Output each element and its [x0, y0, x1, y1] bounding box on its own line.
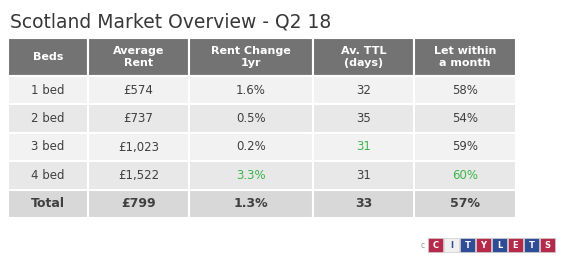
Bar [88, 104, 189, 133]
Text: Av. TTL
(days): Av. TTL (days) [341, 46, 386, 68]
Bar [460, 238, 475, 252]
Bar [414, 76, 516, 104]
Text: S: S [545, 241, 550, 250]
Text: Average
Rent: Average Rent [112, 46, 164, 68]
Text: L: L [497, 241, 502, 250]
Bar [414, 190, 516, 218]
Text: 57%: 57% [450, 197, 480, 210]
Bar [312, 38, 414, 76]
Text: I: I [450, 241, 453, 250]
Bar [8, 161, 88, 190]
Text: 0.5%: 0.5% [236, 112, 266, 125]
Text: 33: 33 [355, 197, 372, 210]
Text: 4 bed: 4 bed [31, 169, 64, 182]
Text: Beds: Beds [33, 52, 63, 62]
Bar [189, 76, 312, 104]
Text: 59%: 59% [452, 141, 478, 153]
Bar [189, 104, 312, 133]
Text: Y: Y [480, 241, 486, 250]
Bar [88, 133, 189, 161]
Text: 2 bed: 2 bed [31, 112, 64, 125]
Bar [88, 38, 189, 76]
Bar [8, 104, 88, 133]
Text: 58%: 58% [452, 84, 478, 97]
Text: £1,023: £1,023 [118, 141, 159, 153]
Bar [8, 190, 88, 218]
Bar [189, 38, 312, 76]
Bar [414, 38, 516, 76]
Text: 60%: 60% [452, 169, 478, 182]
Bar [8, 133, 88, 161]
Text: 31: 31 [356, 141, 371, 153]
Bar [312, 190, 414, 218]
Text: T: T [529, 241, 534, 250]
Bar [524, 238, 539, 252]
Bar [312, 76, 414, 104]
Bar [414, 133, 516, 161]
Bar [189, 190, 312, 218]
Text: T: T [464, 241, 471, 250]
Text: 1.3%: 1.3% [233, 197, 268, 210]
Text: £574: £574 [123, 84, 153, 97]
Bar [476, 238, 491, 252]
Bar [414, 161, 516, 190]
Text: E: E [512, 241, 518, 250]
Text: Rent Change
1yr: Rent Change 1yr [211, 46, 291, 68]
Text: 3 bed: 3 bed [31, 141, 64, 153]
Bar [88, 161, 189, 190]
Text: £737: £737 [123, 112, 153, 125]
Text: Let within
a month: Let within a month [434, 46, 496, 68]
Text: 32: 32 [356, 84, 371, 97]
Bar [508, 238, 523, 252]
Bar [189, 133, 312, 161]
Bar [8, 76, 88, 104]
Bar [189, 161, 312, 190]
Text: 54%: 54% [452, 112, 478, 125]
Text: Scotland Market Overview - Q2 18: Scotland Market Overview - Q2 18 [10, 13, 331, 32]
Text: 3.3%: 3.3% [236, 169, 266, 182]
Text: 35: 35 [356, 112, 371, 125]
Bar [88, 190, 189, 218]
Text: £1,522: £1,522 [118, 169, 159, 182]
Bar [492, 238, 507, 252]
Bar [312, 104, 414, 133]
Text: 1 bed: 1 bed [31, 84, 64, 97]
Text: £799: £799 [121, 197, 156, 210]
Bar [444, 238, 459, 252]
Bar [312, 161, 414, 190]
Bar [88, 76, 189, 104]
Bar [414, 104, 516, 133]
Bar [8, 38, 88, 76]
Bar [312, 133, 414, 161]
Text: 0.2%: 0.2% [236, 141, 266, 153]
Text: 1.6%: 1.6% [236, 84, 266, 97]
Bar [540, 238, 555, 252]
Text: C: C [432, 241, 438, 250]
Text: 31: 31 [356, 169, 371, 182]
Text: Total: Total [31, 197, 65, 210]
Bar [428, 238, 443, 252]
Text: c: c [421, 241, 425, 250]
